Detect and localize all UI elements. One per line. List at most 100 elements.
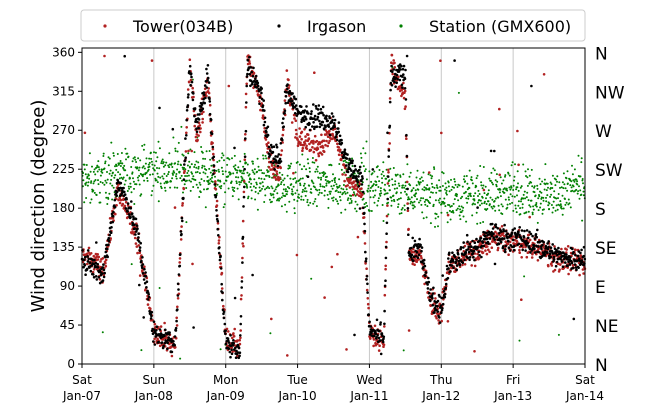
data-point bbox=[526, 191, 529, 194]
data-point bbox=[582, 194, 585, 197]
data-point bbox=[158, 287, 161, 289]
data-point bbox=[391, 178, 394, 181]
data-point bbox=[175, 319, 178, 323]
data-point bbox=[385, 240, 388, 244]
data-point bbox=[180, 216, 184, 220]
data-point bbox=[237, 176, 240, 179]
data-point bbox=[192, 326, 195, 329]
data-point bbox=[325, 182, 328, 185]
data-point bbox=[142, 165, 145, 168]
data-point bbox=[106, 171, 108, 173]
data-point bbox=[208, 167, 211, 170]
data-point bbox=[142, 316, 145, 319]
data-point bbox=[430, 182, 433, 185]
data-point bbox=[215, 204, 219, 207]
data-point bbox=[322, 171, 325, 174]
data-point bbox=[207, 81, 211, 84]
series-0 bbox=[80, 53, 587, 359]
data-point bbox=[462, 246, 465, 249]
compass-label: NW bbox=[595, 83, 625, 103]
data-point bbox=[461, 185, 464, 188]
data-point bbox=[252, 171, 255, 174]
data-point bbox=[84, 273, 87, 277]
data-point bbox=[337, 191, 340, 194]
data-point bbox=[117, 171, 120, 174]
data-point bbox=[237, 166, 240, 169]
data-point bbox=[193, 114, 196, 118]
y-tick-label: 225 bbox=[52, 162, 75, 176]
data-point bbox=[93, 180, 96, 183]
data-point bbox=[205, 86, 208, 89]
data-point bbox=[265, 174, 268, 177]
data-point bbox=[293, 207, 296, 210]
data-point bbox=[311, 180, 314, 183]
data-point bbox=[141, 272, 145, 275]
data-point bbox=[182, 187, 186, 191]
data-point bbox=[533, 191, 536, 194]
data-point bbox=[295, 253, 299, 257]
data-point bbox=[521, 248, 524, 252]
data-point bbox=[197, 126, 200, 130]
data-point bbox=[320, 153, 324, 156]
data-point bbox=[373, 324, 377, 328]
data-point bbox=[397, 203, 400, 206]
data-point bbox=[248, 56, 251, 59]
data-point bbox=[388, 97, 392, 100]
data-point bbox=[141, 255, 144, 259]
data-point bbox=[294, 119, 298, 122]
data-point bbox=[217, 168, 220, 171]
data-point bbox=[476, 222, 479, 225]
data-point bbox=[525, 244, 528, 247]
data-point bbox=[180, 225, 183, 228]
data-point bbox=[227, 341, 231, 344]
data-point bbox=[227, 84, 231, 88]
data-point bbox=[263, 126, 267, 130]
data-point bbox=[269, 192, 272, 195]
data-point bbox=[439, 59, 442, 62]
data-point bbox=[151, 190, 154, 192]
data-point bbox=[137, 232, 140, 235]
data-point bbox=[292, 185, 295, 188]
data-point bbox=[190, 75, 193, 79]
data-point bbox=[147, 168, 150, 171]
data-point bbox=[246, 72, 249, 76]
data-point bbox=[526, 176, 529, 179]
data-point bbox=[302, 184, 305, 187]
data-point bbox=[515, 234, 519, 237]
data-point bbox=[507, 196, 510, 199]
data-point bbox=[246, 186, 249, 189]
data-point bbox=[499, 240, 503, 244]
data-point bbox=[258, 95, 262, 99]
data-point bbox=[386, 204, 389, 207]
data-point bbox=[220, 185, 223, 187]
data-point bbox=[289, 165, 292, 168]
data-point bbox=[240, 276, 244, 279]
data-point bbox=[373, 194, 376, 197]
data-point bbox=[155, 179, 158, 182]
data-point bbox=[549, 195, 552, 198]
data-point bbox=[113, 198, 117, 202]
data-point bbox=[355, 187, 359, 191]
data-point bbox=[510, 186, 513, 189]
data-point bbox=[252, 185, 255, 188]
data-point bbox=[517, 200, 520, 203]
data-point bbox=[240, 286, 243, 289]
data-point bbox=[322, 113, 325, 117]
data-point bbox=[450, 178, 452, 181]
data-point bbox=[324, 172, 327, 175]
data-point bbox=[217, 242, 221, 245]
data-point bbox=[474, 203, 476, 206]
data-point bbox=[462, 178, 465, 181]
data-point bbox=[366, 190, 369, 193]
data-point bbox=[318, 188, 321, 191]
data-point bbox=[357, 184, 361, 188]
data-point bbox=[151, 163, 154, 166]
data-point bbox=[445, 192, 448, 194]
data-point bbox=[105, 181, 108, 184]
data-point bbox=[518, 248, 521, 252]
data-point bbox=[386, 182, 390, 185]
data-point bbox=[123, 190, 126, 194]
data-point bbox=[460, 205, 463, 208]
data-point bbox=[294, 171, 297, 174]
data-point bbox=[481, 251, 485, 254]
